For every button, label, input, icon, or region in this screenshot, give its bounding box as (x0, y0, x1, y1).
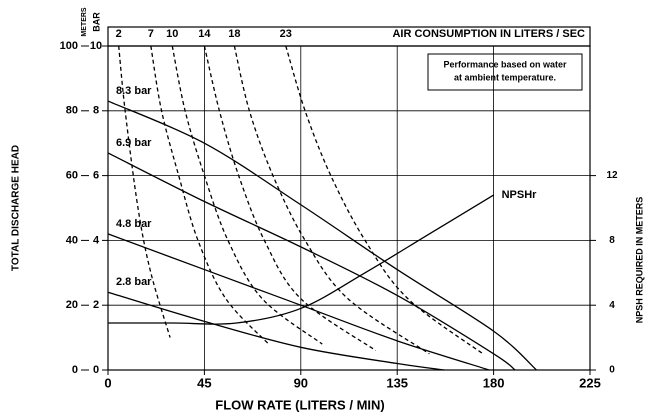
air-tick-label: 10 (166, 28, 178, 40)
curve-label: 8.3 bar (116, 85, 152, 97)
curve (107, 233, 490, 371)
x-axis-title: FLOW RATE (LITERS / MIN) (215, 397, 384, 412)
x-tick-label: 45 (197, 375, 211, 390)
annotation: at ambient temperature. (454, 72, 556, 82)
air-tick-label: 2 (116, 28, 122, 40)
y-tick-label: 80 (66, 105, 78, 117)
curve-label: 6.9 bar (116, 137, 152, 149)
curve-label: NPSHr (502, 189, 538, 201)
y-tick-label: 20 (66, 299, 78, 311)
annotation-box (427, 53, 583, 91)
bar-tick-label: 0 (93, 364, 99, 376)
curve (107, 152, 516, 371)
bar-tick-label: 4 (93, 234, 100, 246)
annotation: Performance based on water (443, 59, 567, 69)
air-curve (150, 45, 270, 345)
air-tick-label: 23 (280, 28, 292, 40)
y-tick-label: 40 (66, 234, 78, 246)
y2-axis-title: NPSH REQUIRED IN METERS (634, 197, 644, 324)
y2-tick-label: 0 (609, 365, 615, 376)
bar-unit: BAR (91, 12, 101, 32)
air-curve (233, 45, 430, 355)
curve (108, 194, 494, 325)
y2-tick-label: 12 (606, 170, 618, 181)
air-tick-label: 18 (228, 28, 240, 40)
curve (107, 100, 537, 371)
y2-tick-label: 8 (609, 235, 615, 246)
plot-frame (107, 45, 591, 371)
x-tick-label: 180 (483, 375, 505, 390)
air-curve (171, 45, 323, 345)
y2-tick-label: 4 (609, 300, 615, 311)
curve-label: 2.8 bar (116, 276, 152, 288)
bar-tick-label: 10 (90, 40, 102, 52)
y-tick-label: 60 (66, 170, 78, 182)
air-tick-label: 7 (148, 28, 154, 40)
air-curve (285, 45, 484, 355)
y-axis-title: TOTAL DISCHARGE HEAD (11, 145, 22, 271)
bar-tick-label: 6 (93, 170, 99, 182)
x-tick-label: 135 (386, 375, 408, 390)
air-curve (203, 45, 377, 352)
bar-tick-label: 2 (93, 299, 99, 311)
bar-tick-label: 8 (93, 105, 99, 117)
air-curve (118, 45, 171, 338)
air-tick-label: 14 (198, 28, 211, 40)
y-tick-label: 100 (60, 40, 78, 52)
meters-unit: METERS (81, 7, 88, 37)
x-tick-label: 225 (579, 375, 601, 390)
x-tick-label: 0 (104, 375, 111, 390)
y-tick-label: 0 (72, 364, 78, 376)
curve-label: 4.8 bar (116, 218, 152, 230)
curve (107, 291, 445, 371)
chart-title: AIR CONSUMPTION IN LITERS / SEC (392, 28, 585, 40)
x-tick-label: 90 (294, 375, 308, 390)
